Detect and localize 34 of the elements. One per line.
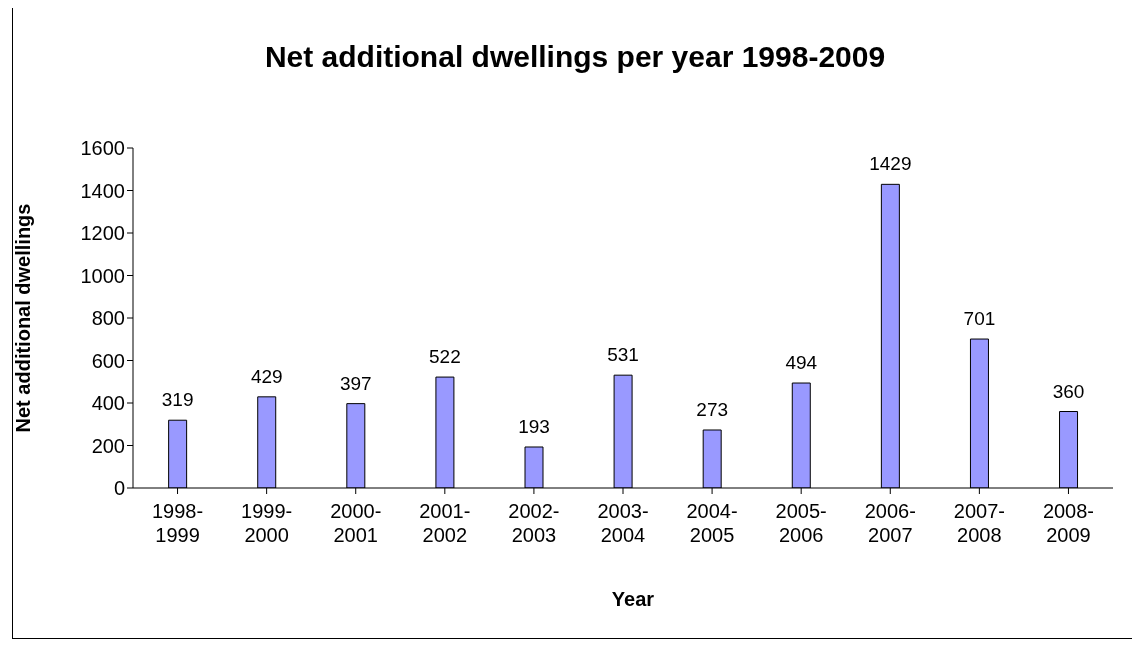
x-tick-label: 2005- 2006 xyxy=(775,500,827,546)
x-tick-label: 2000- 2001 xyxy=(330,500,382,546)
x-tick-label: 2007- 2008 xyxy=(953,500,1005,546)
x-tick-label: 2004- 2005 xyxy=(686,500,738,546)
x-tick-label: 2006- 2007 xyxy=(864,500,916,546)
data-label: 429 xyxy=(250,365,283,387)
data-label: 1429 xyxy=(869,153,912,175)
data-label: 531 xyxy=(607,344,639,366)
x-tick-label: 1999- 2000 xyxy=(241,500,293,546)
chart-title: Net additional dwellings per year 1998-2009 xyxy=(263,40,887,74)
x-tick-label: 2008- 2009 xyxy=(1042,500,1095,546)
data-label: 701 xyxy=(963,308,996,330)
data-label: 273 xyxy=(696,398,729,420)
data-label: 494 xyxy=(785,352,818,374)
y-tick-label: 1600 xyxy=(80,137,125,160)
y-tick-label: 200 xyxy=(91,434,125,457)
x-tick-label: 2002- 2003 xyxy=(508,500,560,546)
data-label: 360 xyxy=(1052,380,1085,402)
y-tick-label: 800 xyxy=(91,307,125,330)
x-axis-title: Year xyxy=(610,588,656,611)
x-tick-label: 2001- 2002 xyxy=(419,500,471,546)
y-tick-label: 0 xyxy=(113,477,125,500)
x-tick-label: 1998- 1999 xyxy=(151,500,204,546)
y-tick-label: 400 xyxy=(91,392,125,415)
x-tick-label: 2003- 2004 xyxy=(597,500,649,546)
data-label: 193 xyxy=(518,415,550,437)
y-tick-label: 600 xyxy=(91,349,125,372)
y-tick-label: 1200 xyxy=(80,222,125,245)
y-tick-label: 1400 xyxy=(80,179,125,202)
data-label: 522 xyxy=(429,346,461,368)
data-label: 397 xyxy=(339,372,372,394)
y-axis-title: Net additional dwellings xyxy=(12,203,35,433)
y-tick-label: 1000 xyxy=(80,264,125,287)
data-label: 319 xyxy=(161,389,194,411)
